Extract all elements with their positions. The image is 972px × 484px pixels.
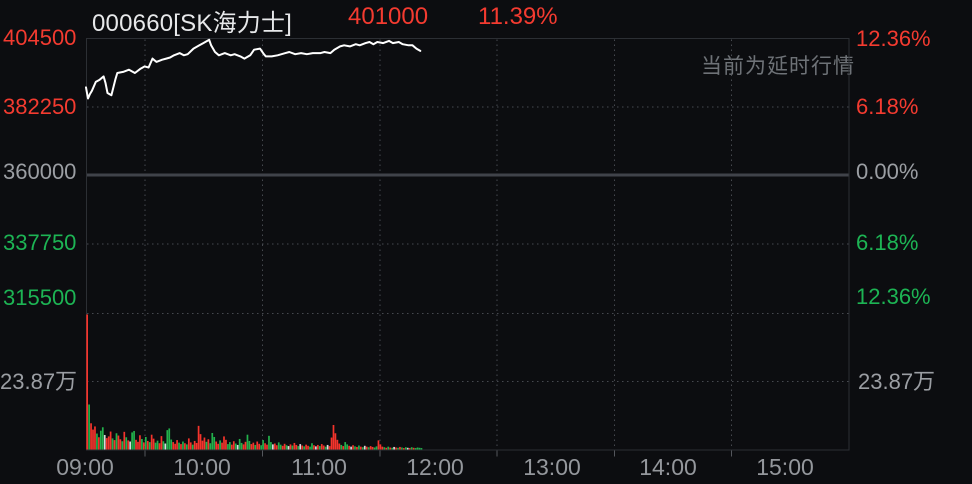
price-tick-low: 315500 <box>3 285 77 310</box>
stock-code-name[interactable]: 000660[SK海力士] <box>92 10 293 37</box>
time-tick: 12:00 <box>406 454 464 480</box>
price-tick-up-mid: 382250 <box>3 94 77 119</box>
time-tick: 09:00 <box>56 454 114 480</box>
percent-tick-up-mid: 6.18% <box>856 94 919 119</box>
percent-tick-down-mid: 6.18% <box>856 230 919 255</box>
time-tick: 15:00 <box>756 454 814 480</box>
time-tick: 14:00 <box>639 454 697 480</box>
percent-tick-zero: 0.00% <box>856 159 919 184</box>
time-tick: 10:00 <box>173 454 231 480</box>
volume-tick-left: 23.87万 <box>0 369 78 394</box>
time-tick: 11:00 <box>291 454 347 480</box>
delayed-quote-notice: 当前为延时行情 <box>701 55 855 78</box>
time-tick: 13:00 <box>523 454 581 480</box>
percent-tick-high: 12.36% <box>856 26 931 51</box>
change-percent: 11.39% <box>478 3 558 30</box>
percent-tick-low: 12.36% <box>856 284 931 309</box>
price-tick-high: 404500 <box>3 25 77 50</box>
last-price: 401000 <box>348 3 429 30</box>
volume-tick-right: 23.87万 <box>858 369 936 394</box>
price-tick-down-mid: 337750 <box>3 230 77 255</box>
price-tick-base: 360000 <box>3 159 77 184</box>
